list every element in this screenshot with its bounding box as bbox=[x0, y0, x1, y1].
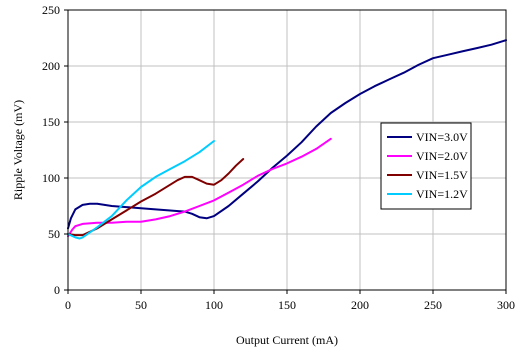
y-tick-label: 100 bbox=[42, 171, 60, 185]
axis-ticks bbox=[64, 9, 507, 294]
x-tick-label: 0 bbox=[65, 298, 71, 312]
series-line-4 bbox=[67, 140, 215, 240]
x-tick-label: 50 bbox=[135, 298, 147, 312]
legend-label: VIN=2.0V bbox=[416, 149, 468, 163]
y-tick-label: 200 bbox=[42, 59, 60, 73]
x-tick-label: 200 bbox=[351, 298, 369, 312]
series-line-1 bbox=[67, 39, 507, 230]
y-tick-label: 50 bbox=[48, 227, 60, 241]
axis-tick-labels: 0 50 100 150 200 250 0 50 100 150 200 250 300 bbox=[42, 3, 515, 312]
series-lines bbox=[67, 39, 507, 240]
grid-lines bbox=[68, 10, 506, 290]
y-axis-title: Ripple Voltage (mV) bbox=[11, 100, 25, 200]
legend: VIN=3.0V VIN=2.0V VIN=1.5V VIN=1.2V bbox=[380, 122, 472, 210]
y-tick-label: 150 bbox=[42, 115, 60, 129]
y-tick-label: 0 bbox=[54, 283, 60, 297]
x-tick-label: 300 bbox=[497, 298, 515, 312]
y-tick-label: 250 bbox=[42, 3, 60, 17]
legend-label: VIN=1.5V bbox=[416, 168, 468, 182]
series-line-2 bbox=[67, 137, 332, 238]
x-tick-label: 150 bbox=[278, 298, 296, 312]
legend-label: VIN=1.2V bbox=[416, 187, 468, 201]
legend-label: VIN=3.0V bbox=[416, 130, 468, 144]
x-axis-title: Output Current (mA) bbox=[236, 333, 338, 347]
x-tick-label: 100 bbox=[205, 298, 223, 312]
x-tick-label: 250 bbox=[424, 298, 442, 312]
